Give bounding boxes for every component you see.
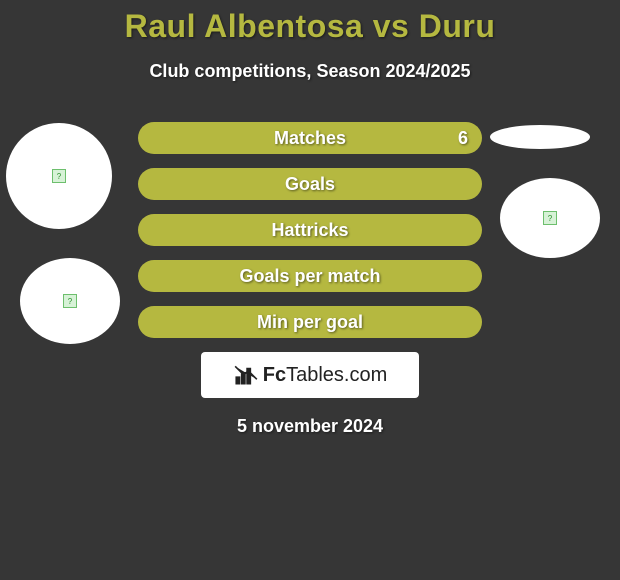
stat-right-value: 6: [458, 128, 468, 149]
stat-label: Goals per match: [239, 266, 380, 287]
page-subtitle: Club competitions, Season 2024/2025: [0, 61, 620, 82]
image-placeholder-icon: ?: [63, 294, 77, 308]
player-2-flag: ?: [500, 178, 600, 258]
chart-icon: [233, 362, 259, 388]
player-2-photo: [490, 125, 590, 149]
stats-container: Matches 6 Goals Hattricks Goals per matc…: [138, 122, 482, 338]
stat-label: Min per goal: [257, 312, 363, 333]
branding-logo: FcTables.com: [201, 352, 419, 398]
stat-row-min-per-goal: Min per goal: [138, 306, 482, 338]
date-label: 5 november 2024: [0, 416, 620, 437]
image-placeholder-icon: ?: [543, 211, 557, 225]
stat-row-hattricks: Hattricks: [138, 214, 482, 246]
stat-label: Matches: [274, 128, 346, 149]
stat-row-goals-per-match: Goals per match: [138, 260, 482, 292]
stat-label: Goals: [285, 174, 335, 195]
branding-text: FcTables.com: [263, 364, 388, 387]
player-1-flag: ?: [20, 258, 120, 344]
page-title: Raul Albentosa vs Duru: [0, 0, 620, 45]
stat-label: Hattricks: [271, 220, 348, 241]
player-1-photo: ?: [6, 123, 112, 229]
stat-row-goals: Goals: [138, 168, 482, 200]
image-placeholder-icon: ?: [52, 169, 66, 183]
stat-row-matches: Matches 6: [138, 122, 482, 154]
